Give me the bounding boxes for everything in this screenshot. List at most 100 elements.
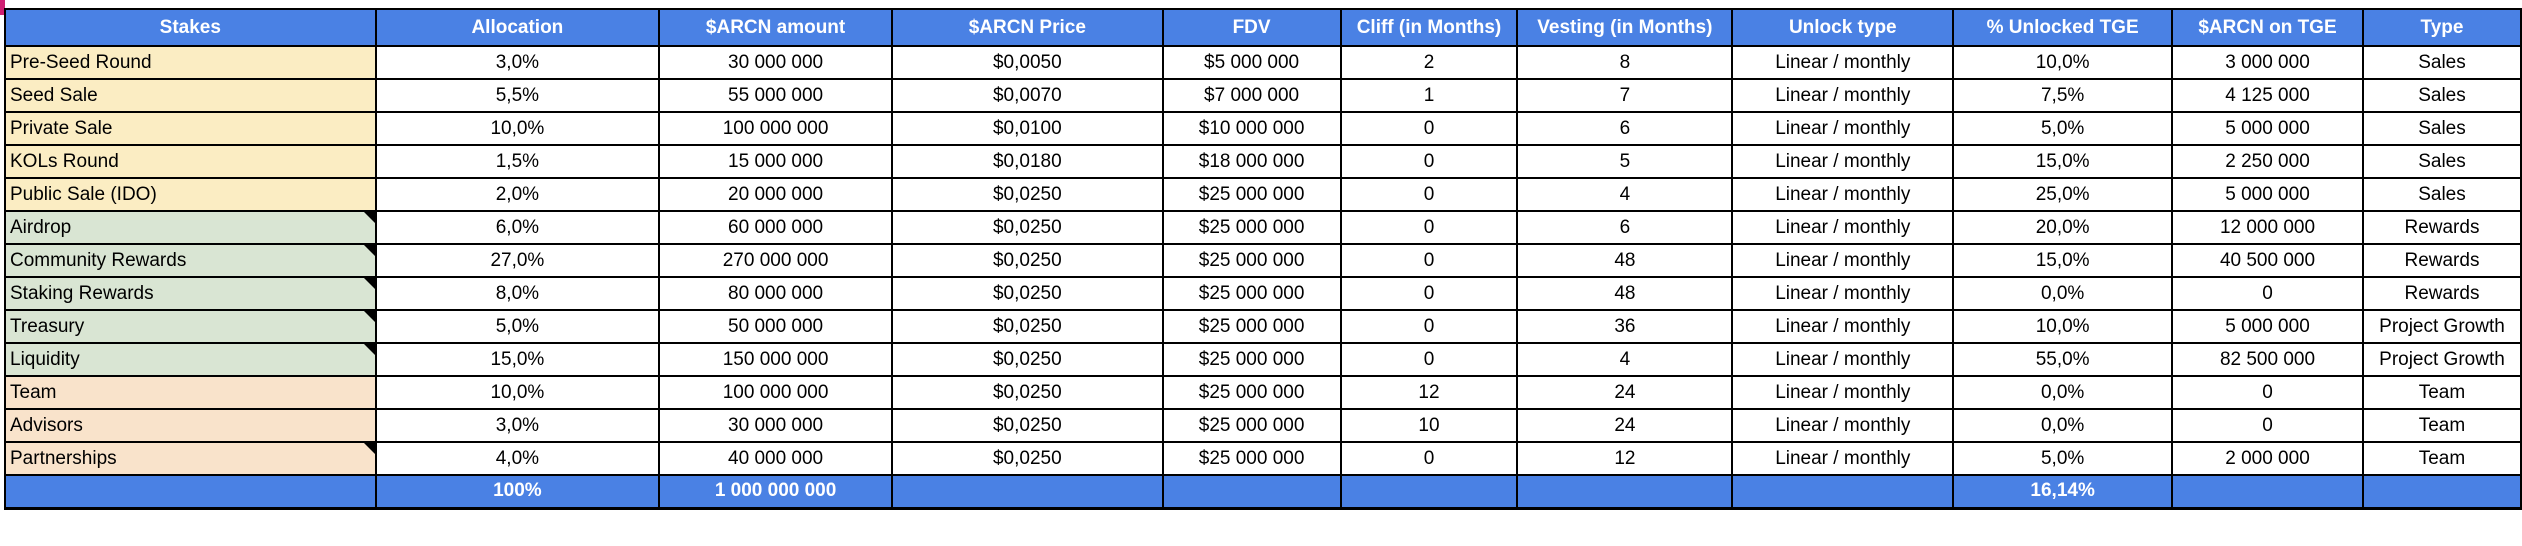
unlock-type-cell[interactable]: Linear / monthly — [1731, 408, 1955, 443]
type-cell[interactable]: Team — [2361, 375, 2522, 410]
unlock-type-cell[interactable]: Linear / monthly — [1731, 144, 1955, 179]
vesting-cell[interactable]: 24 — [1516, 375, 1734, 410]
type-cell[interactable]: Team — [2361, 408, 2522, 443]
allocation-cell[interactable]: 3,0% — [374, 45, 661, 80]
pct-unlocked-tge-cell[interactable]: 5,0% — [1952, 111, 2174, 146]
stake-cell[interactable]: Advisors — [4, 408, 377, 443]
arcn-amount-cell[interactable]: 30 000 000 — [658, 45, 893, 80]
fdv-cell[interactable]: $25 000 000 — [1161, 276, 1342, 311]
pct-unlocked-tge-cell[interactable]: 55,0% — [1952, 342, 2174, 377]
stake-cell[interactable]: Liquidity — [4, 342, 377, 377]
cliff-cell[interactable]: 0 — [1339, 210, 1519, 245]
type-cell[interactable]: Sales — [2361, 144, 2522, 179]
vesting-cell[interactable]: 12 — [1516, 441, 1734, 476]
unlock-type-cell[interactable]: Linear / monthly — [1731, 177, 1955, 212]
allocation-cell[interactable]: 6,0% — [374, 210, 661, 245]
stake-cell[interactable]: Partnerships — [4, 441, 377, 476]
allocation-cell[interactable]: 27,0% — [374, 243, 661, 278]
cliff-cell[interactable]: 0 — [1339, 342, 1519, 377]
type-cell[interactable]: Rewards — [2361, 276, 2522, 311]
allocation-cell[interactable]: 1,5% — [374, 144, 661, 179]
unlock-type-cell[interactable]: Linear / monthly — [1731, 78, 1955, 113]
vesting-cell[interactable]: 48 — [1516, 243, 1734, 278]
pct-unlocked-tge-cell[interactable]: 7,5% — [1952, 78, 2174, 113]
allocation-cell[interactable]: 15,0% — [374, 342, 661, 377]
allocation-cell[interactable]: 8,0% — [374, 276, 661, 311]
type-cell[interactable]: Project Growth — [2361, 342, 2522, 377]
pct-unlocked-tge-cell[interactable]: 15,0% — [1952, 144, 2174, 179]
header-type[interactable]: Type — [2361, 8, 2522, 47]
total-vesting-cell[interactable] — [1516, 474, 1734, 510]
allocation-cell[interactable]: 10,0% — [374, 111, 661, 146]
unlock-type-cell[interactable]: Linear / monthly — [1731, 210, 1955, 245]
arcn-price-cell[interactable]: $0,0100 — [890, 111, 1164, 146]
total-stakes-cell[interactable] — [4, 474, 377, 510]
vesting-cell[interactable]: 7 — [1516, 78, 1734, 113]
cliff-cell[interactable]: 1 — [1339, 78, 1519, 113]
arcn-on-tge-cell[interactable]: 3 000 000 — [2171, 45, 2364, 80]
pct-unlocked-tge-cell[interactable]: 5,0% — [1952, 441, 2174, 476]
arcn-on-tge-cell[interactable]: 0 — [2171, 375, 2364, 410]
total-amount-cell[interactable]: 1 000 000 000 — [658, 474, 893, 510]
cliff-cell[interactable]: 0 — [1339, 177, 1519, 212]
header-arcn-price[interactable]: $ARCN Price — [890, 8, 1164, 47]
arcn-on-tge-cell[interactable]: 5 000 000 — [2171, 309, 2364, 344]
vesting-cell[interactable]: 24 — [1516, 408, 1734, 443]
arcn-on-tge-cell[interactable]: 0 — [2171, 408, 2364, 443]
cliff-cell[interactable]: 12 — [1339, 375, 1519, 410]
fdv-cell[interactable]: $25 000 000 — [1161, 210, 1342, 245]
type-cell[interactable]: Sales — [2361, 45, 2522, 80]
stake-cell[interactable]: Private Sale — [4, 111, 377, 146]
cliff-cell[interactable]: 2 — [1339, 45, 1519, 80]
pct-unlocked-tge-cell[interactable]: 25,0% — [1952, 177, 2174, 212]
unlock-type-cell[interactable]: Linear / monthly — [1731, 375, 1955, 410]
arcn-price-cell[interactable]: $0,0070 — [890, 78, 1164, 113]
vesting-cell[interactable]: 5 — [1516, 144, 1734, 179]
arcn-price-cell[interactable]: $0,0250 — [890, 243, 1164, 278]
arcn-amount-cell[interactable]: 30 000 000 — [658, 408, 893, 443]
arcn-on-tge-cell[interactable]: 4 125 000 — [2171, 78, 2364, 113]
vesting-cell[interactable]: 36 — [1516, 309, 1734, 344]
cliff-cell[interactable]: 0 — [1339, 309, 1519, 344]
allocation-cell[interactable]: 5,5% — [374, 78, 661, 113]
pct-unlocked-tge-cell[interactable]: 20,0% — [1952, 210, 2174, 245]
header-pct-unlocked-tge[interactable]: % Unlocked TGE — [1952, 8, 2174, 47]
fdv-cell[interactable]: $25 000 000 — [1161, 309, 1342, 344]
arcn-amount-cell[interactable]: 40 000 000 — [658, 441, 893, 476]
stake-cell[interactable]: Staking Rewards — [4, 276, 377, 311]
vesting-cell[interactable]: 8 — [1516, 45, 1734, 80]
pct-unlocked-tge-cell[interactable]: 0,0% — [1952, 375, 2174, 410]
vesting-cell[interactable]: 4 — [1516, 177, 1734, 212]
arcn-on-tge-cell[interactable]: 5 000 000 — [2171, 177, 2364, 212]
arcn-on-tge-cell[interactable]: 0 — [2171, 276, 2364, 311]
arcn-price-cell[interactable]: $0,0250 — [890, 342, 1164, 377]
arcn-on-tge-cell[interactable]: 2 250 000 — [2171, 144, 2364, 179]
fdv-cell[interactable]: $25 000 000 — [1161, 441, 1342, 476]
type-cell[interactable]: Rewards — [2361, 210, 2522, 245]
pct-unlocked-tge-cell[interactable]: 0,0% — [1952, 408, 2174, 443]
unlock-type-cell[interactable]: Linear / monthly — [1731, 111, 1955, 146]
arcn-amount-cell[interactable]: 270 000 000 — [658, 243, 893, 278]
vesting-cell[interactable]: 4 — [1516, 342, 1734, 377]
vesting-cell[interactable]: 48 — [1516, 276, 1734, 311]
arcn-price-cell[interactable]: $0,0050 — [890, 45, 1164, 80]
unlock-type-cell[interactable]: Linear / monthly — [1731, 309, 1955, 344]
arcn-price-cell[interactable]: $0,0250 — [890, 375, 1164, 410]
type-cell[interactable]: Sales — [2361, 177, 2522, 212]
fdv-cell[interactable]: $18 000 000 — [1161, 144, 1342, 179]
stake-cell[interactable]: Seed Sale — [4, 78, 377, 113]
cliff-cell[interactable]: 0 — [1339, 144, 1519, 179]
header-stakes[interactable]: Stakes — [4, 8, 377, 47]
fdv-cell[interactable]: $7 000 000 — [1161, 78, 1342, 113]
stake-cell[interactable]: Pre-Seed Round — [4, 45, 377, 80]
cliff-cell[interactable]: 0 — [1339, 243, 1519, 278]
fdv-cell[interactable]: $25 000 000 — [1161, 375, 1342, 410]
arcn-price-cell[interactable]: $0,0250 — [890, 177, 1164, 212]
unlock-type-cell[interactable]: Linear / monthly — [1731, 45, 1955, 80]
arcn-price-cell[interactable]: $0,0250 — [890, 408, 1164, 443]
vesting-cell[interactable]: 6 — [1516, 210, 1734, 245]
arcn-amount-cell[interactable]: 100 000 000 — [658, 375, 893, 410]
stake-cell[interactable]: Community Rewards — [4, 243, 377, 278]
header-allocation[interactable]: Allocation — [374, 8, 661, 47]
arcn-price-cell[interactable]: $0,0180 — [890, 144, 1164, 179]
